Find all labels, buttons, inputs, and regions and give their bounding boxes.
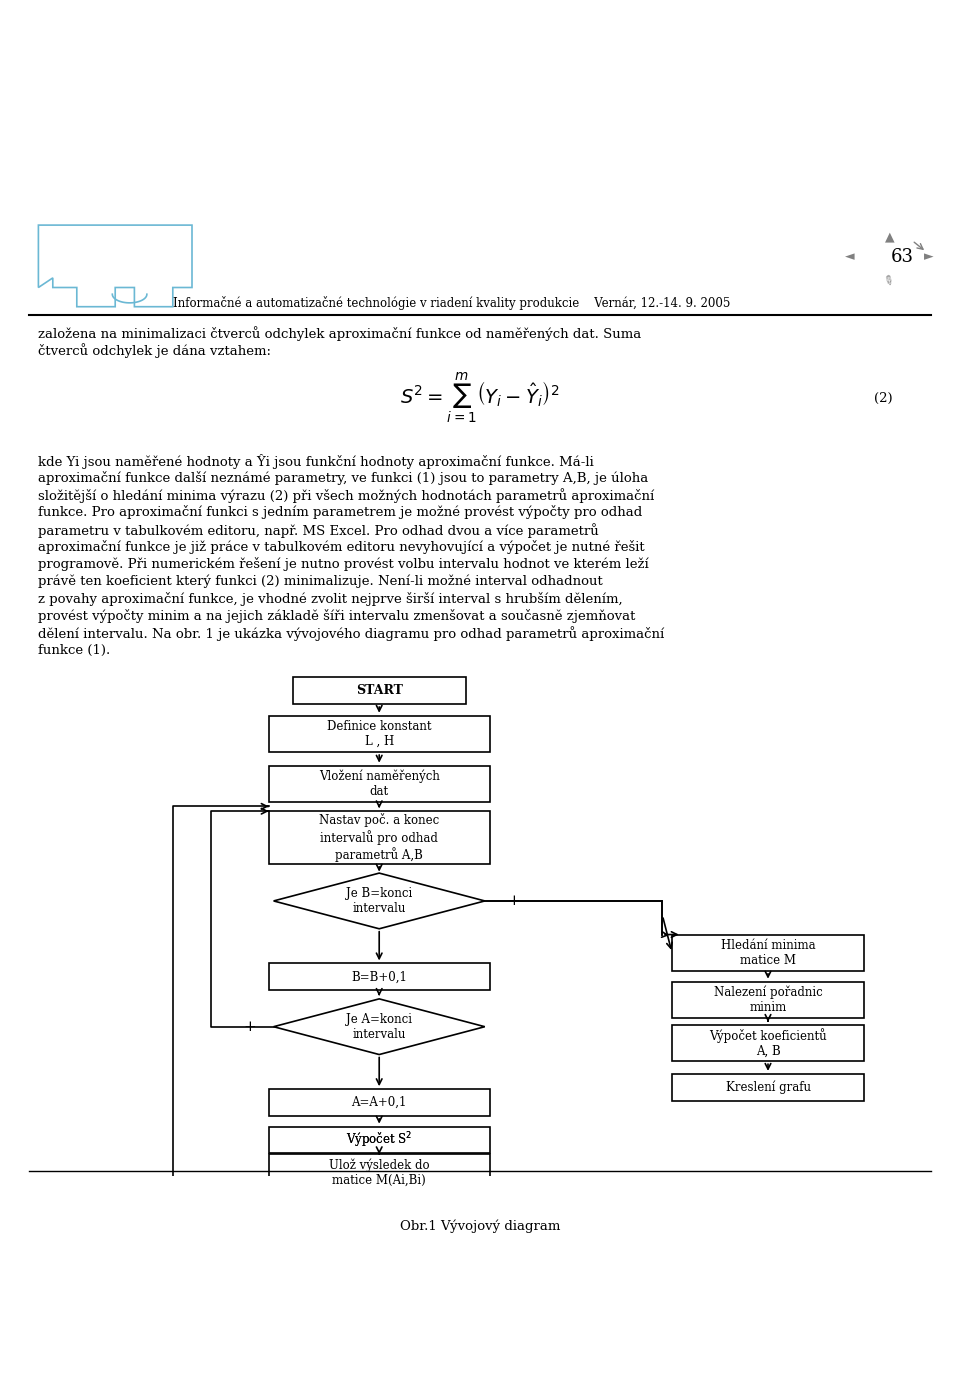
FancyBboxPatch shape: [269, 964, 490, 990]
FancyBboxPatch shape: [672, 935, 864, 971]
Text: Kreslení grafu: Kreslení grafu: [726, 1081, 810, 1093]
Text: právě ten koeficient který funkci (2) minimalizuje. Není-li možné interval odhad: právě ten koeficient který funkci (2) mi…: [38, 574, 603, 588]
Text: Ulož výsledek do
matice M(Ai,Bi): Ulož výsledek do matice M(Ai,Bi): [329, 1159, 429, 1187]
FancyBboxPatch shape: [672, 982, 864, 1018]
Text: Výpočet S$^2$: Výpočet S$^2$: [346, 1129, 413, 1150]
FancyBboxPatch shape: [269, 765, 490, 803]
Text: Výpočet koeficientů
A, B: Výpočet koeficientů A, B: [709, 1028, 827, 1059]
Text: $S^2 = \sum_{i=1}^{m}\left(Y_i - \hat{Y}_i\right)^2$: $S^2 = \sum_{i=1}^{m}\left(Y_i - \hat{Y}…: [400, 371, 560, 427]
Text: Nalezení pořadnic
minim: Nalezení pořadnic minim: [713, 986, 823, 1014]
Text: aproximační funkce další neznámé parametry, ve funkci (1) jsou to parametry A,B,: aproximační funkce další neznámé paramet…: [38, 472, 649, 485]
Text: Hledání minima
matice M: Hledání minima matice M: [721, 939, 815, 967]
Text: Obr.1 Vývojový diagram: Obr.1 Vývojový diagram: [399, 1220, 561, 1234]
Text: START: START: [356, 684, 402, 697]
Text: Je A=konci
intervalu: Je A=konci intervalu: [347, 1013, 412, 1040]
Text: funkce (1).: funkce (1).: [38, 644, 110, 657]
Text: Vložení naměřených
dat: Vložení naměřených dat: [319, 769, 440, 798]
Text: Nastav poč. a konec
intervalů pro odhad
parametrů A,B: Nastav poč. a konec intervalů pro odhad …: [319, 814, 440, 862]
FancyBboxPatch shape: [269, 1089, 490, 1116]
Text: kde Yi jsou naměřené hodnoty a Ŷi jsou funkční hodnoty aproximační funkce. Má-li: kde Yi jsou naměřené hodnoty a Ŷi jsou f…: [38, 453, 594, 469]
Text: ✎: ✎: [880, 273, 896, 289]
Text: čtverců odchylek je dána vztahem:: čtverců odchylek je dána vztahem:: [38, 344, 272, 357]
Text: z povahy aproximační funkce, je vhodné zvolit nejprve širší interval s hrubším d: z povahy aproximační funkce, je vhodné z…: [38, 591, 623, 606]
Text: provést výpočty minim a na jejich základě šíři intervalu zmenšovat a současně zj: provést výpočty minim a na jejich základ…: [38, 609, 636, 623]
Text: A=A+0,1: A=A+0,1: [351, 1096, 407, 1109]
Text: dělení intervalu. Na obr. 1 je ukázka vývojového diagramu pro odhad parametrů ap: dělení intervalu. Na obr. 1 je ukázka vý…: [38, 626, 664, 641]
FancyBboxPatch shape: [672, 1074, 864, 1100]
Text: ◄: ◄: [845, 250, 854, 263]
Text: 63: 63: [891, 248, 914, 266]
Text: Je B=konci
intervalu: Je B=konci intervalu: [346, 887, 413, 915]
Polygon shape: [274, 874, 485, 929]
Text: +: +: [243, 1020, 256, 1034]
Text: B=B+0,1: B=B+0,1: [351, 971, 407, 983]
Text: Výpočet S$^2$: Výpočet S$^2$: [346, 1129, 413, 1150]
FancyBboxPatch shape: [269, 1127, 490, 1153]
Text: ►: ►: [924, 250, 933, 263]
FancyBboxPatch shape: [293, 677, 466, 704]
FancyBboxPatch shape: [269, 715, 490, 753]
Text: založena na minimalizaci čtverců odchylek aproximační funkce od naměřených dat. : založena na minimalizaci čtverců odchyle…: [38, 325, 641, 341]
Text: parametru v tabulkovém editoru, např. MS Excel. Pro odhad dvou a více parametrů: parametru v tabulkovém editoru, např. MS…: [38, 523, 599, 537]
Text: +: +: [507, 894, 520, 908]
Text: (2): (2): [874, 392, 893, 405]
Text: ▲: ▲: [885, 230, 895, 243]
Text: funkce. Pro aproximační funkci s jedním parametrem je možné provést výpočty pro : funkce. Pro aproximační funkci s jedním …: [38, 505, 642, 519]
Text: aproximační funkce je již práce v tabulkovém editoru nevyhovující a výpočet je n: aproximační funkce je již práce v tabulk…: [38, 540, 645, 554]
FancyBboxPatch shape: [269, 1155, 490, 1191]
Polygon shape: [274, 999, 485, 1054]
Text: Informačné a automatizačné technológie v riadení kvality produkcie    Vernár, 12: Informačné a automatizačné technológie v…: [173, 295, 730, 310]
FancyBboxPatch shape: [672, 1025, 864, 1061]
Text: programově. Při numerickém řešení je nutno provést volbu intervalu hodnot ve kte: programově. Při numerickém řešení je nut…: [38, 558, 649, 572]
Text: složitější o hledání minima výrazu (2) při všech možných hodnotách parametrů apr: složitější o hledání minima výrazu (2) p…: [38, 488, 655, 504]
FancyBboxPatch shape: [269, 811, 490, 864]
Text: Definice konstant
L , H: Definice konstant L , H: [327, 721, 431, 748]
